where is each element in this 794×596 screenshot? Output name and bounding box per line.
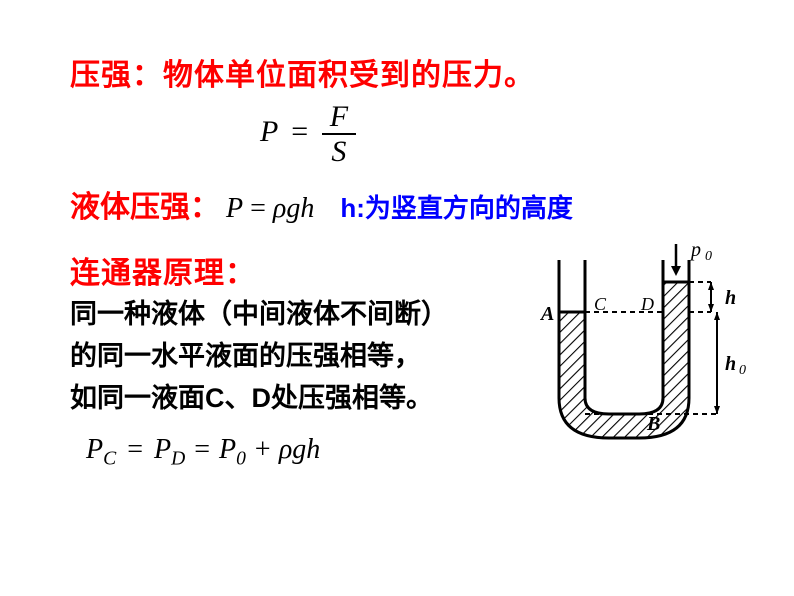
label-communicating: 连通器原理：	[70, 248, 515, 292]
label-h0-0: 0	[739, 363, 746, 378]
eq4-eq1: =	[127, 434, 150, 465]
label-h0-h: h	[725, 353, 736, 375]
eq4-d-sub: D	[171, 448, 185, 469]
equation-fluid: P = ρgh	[226, 193, 314, 225]
label-D: D	[640, 294, 654, 314]
desc-line2: 的同一水平液面的压强相等，	[70, 341, 421, 371]
desc-line1: 同一种液体（中间液体不间断）	[70, 299, 448, 329]
label-p0-0: 0	[705, 249, 712, 264]
label-p0-p: p	[689, 239, 701, 261]
label-fluid-pressure: 液体压强：	[70, 182, 220, 226]
u-tube-diagram: A C D B p 0 h h 0	[529, 238, 753, 461]
note-h: h:为竖直方向的高度	[340, 188, 573, 225]
label-h: h	[725, 287, 736, 309]
eq1-den: S	[322, 135, 356, 168]
eq1-lhs: P	[260, 115, 278, 148]
eq4-c-sub: C	[103, 448, 116, 469]
eq1-eq: =	[291, 115, 308, 148]
label-C: C	[594, 294, 607, 314]
equation-pc-pd: PC = PD = P0 + ρgh	[86, 434, 515, 471]
slide: 压强：物体单位面积受到的压力。 P = F S 液体压强： P = ρgh h:…	[0, 0, 794, 596]
section-communicating-vessels: 连通器原理： 同一种液体（中间液体不间断） 的同一水平液面的压强相等， 如同一液…	[70, 244, 739, 470]
eq4-pc: P	[86, 434, 103, 465]
eq4-rhs: + ρgh	[253, 434, 320, 465]
title-pressure: 压强：物体单位面积受到的压力。	[70, 50, 739, 94]
description: 同一种液体（中间液体不间断） 的同一水平液面的压强相等， 如同一液面C、D处压强…	[70, 294, 515, 420]
left-column: 连通器原理： 同一种液体（中间液体不间断） 的同一水平液面的压强相等， 如同一液…	[70, 244, 515, 470]
eq4-pd: P	[154, 434, 171, 465]
eq4-0-sub: 0	[236, 448, 246, 469]
label-B: B	[646, 413, 660, 435]
desc-line3: 如同一液面C、D处压强相等。	[70, 383, 433, 413]
eq4-p0: P	[219, 434, 236, 465]
row-fluid-pressure: 液体压强： P = ρgh h:为竖直方向的高度	[70, 182, 739, 226]
label-A: A	[539, 303, 554, 325]
equation-pressure: P = F S	[260, 100, 739, 168]
eq1-num: F	[322, 100, 356, 135]
eq4-eq2: =	[194, 434, 217, 465]
eq1-fraction: F S	[322, 100, 356, 168]
